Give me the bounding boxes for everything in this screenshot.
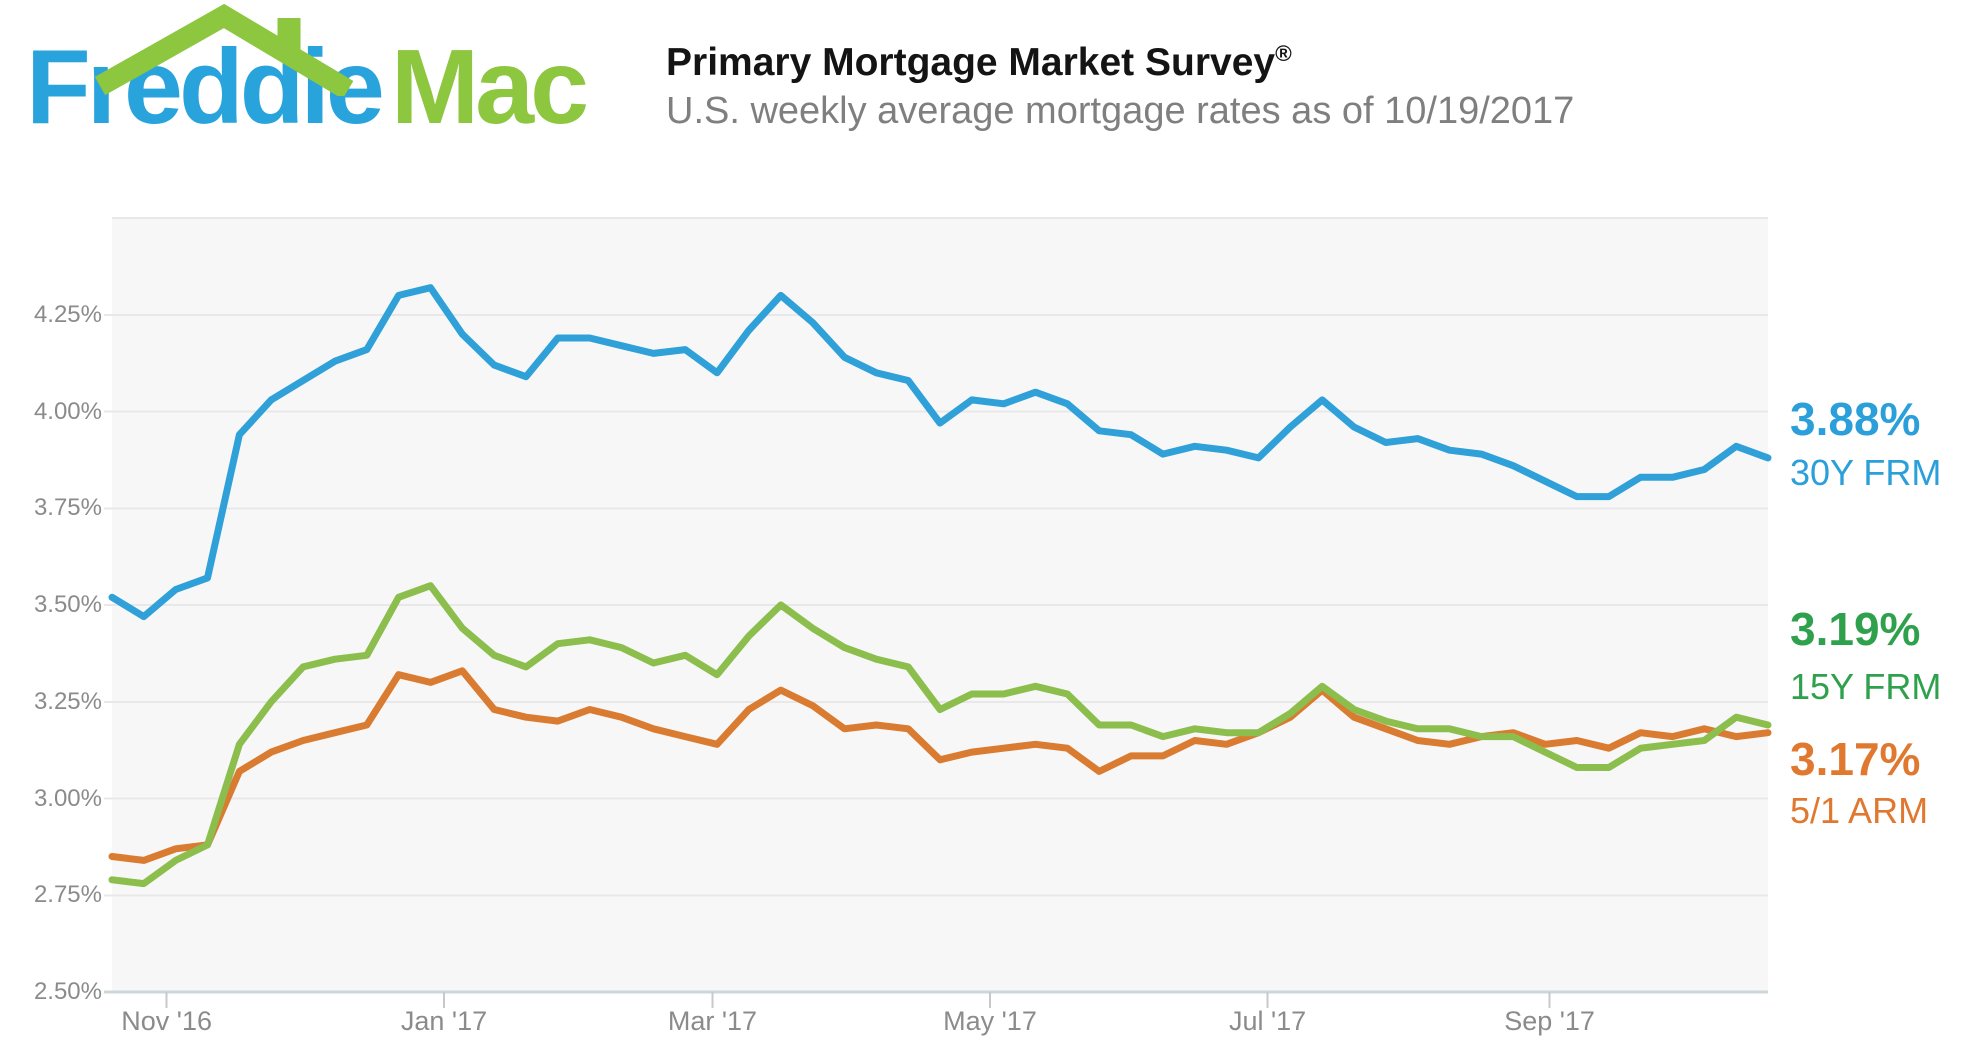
title-block: Primary Mortgage Market Survey® U.S. wee… [666,30,1574,135]
rate-value-30y-frm: 3.88% [1790,393,1921,445]
registered-mark: ® [1275,41,1292,66]
x-axis-label: Jul '17 [1228,1006,1307,1036]
x-axis-label: Nov '16 [121,1006,212,1036]
title-text: Primary Mortgage Market Survey [666,41,1276,84]
roof-icon [94,3,354,96]
y-axis-label: 3.50% [33,591,102,618]
y-axis-label: 2.50% [33,978,102,1005]
series-line-30y-frm [108,284,1772,621]
freddie-mac-logo: FreddieMac [26,3,589,140]
x-axis-label: Mar '17 [667,1006,758,1036]
rates-line-chart [104,217,1772,1008]
x-axis-label: May '17 [943,1006,1037,1036]
logo-word-mac: Mac [390,28,589,146]
rate-value-15y-frm: 3.19% [1790,603,1921,655]
y-axis-label: 3.00% [33,784,102,812]
x-axis-label: Jan '17 [400,1006,488,1036]
rate-name-5-1-arm: 5/1 ARM [1790,790,1929,831]
y-axis-label: 4.25% [33,300,102,328]
page-subtitle: U.S. weekly average mortgage rates as of… [666,90,1575,132]
page-title: Primary Mortgage Market Survey® [666,30,1574,87]
series-line-15y-frm [108,582,1772,888]
rate-name-15y-frm: 15Y FRM [1790,666,1942,707]
y-axis-label: 4.00% [33,397,102,425]
y-axis-label: 2.75% [33,881,102,909]
series-line-5-1-arm [108,667,1772,864]
y-axis-label: 3.75% [33,494,102,522]
x-axis-label: Sep '17 [1504,1006,1595,1036]
y-axis-label: 3.25% [33,687,102,715]
rate-value-5-1-arm: 3.17% [1790,733,1921,785]
rate-name-30y-frm: 30Y FRM [1790,452,1942,493]
